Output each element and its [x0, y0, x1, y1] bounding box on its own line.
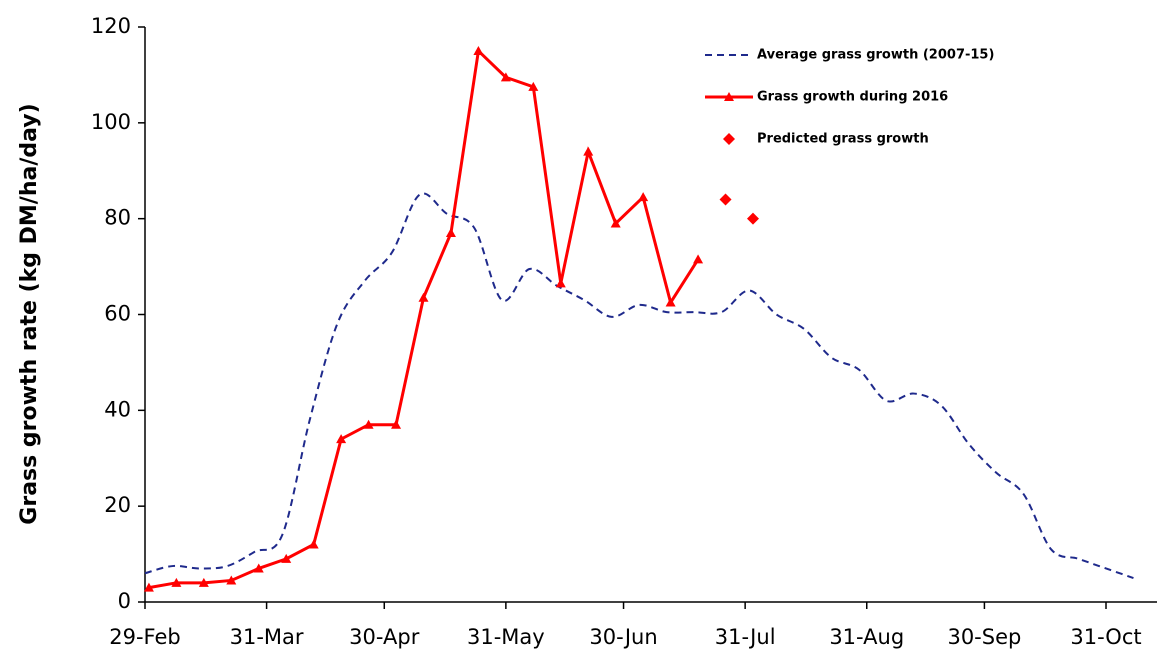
data-point	[610, 218, 621, 228]
data-point	[746, 212, 759, 225]
x-tick-label: 30-Apr	[349, 625, 420, 649]
data-point	[171, 577, 182, 587]
data-point	[226, 575, 237, 585]
y-tick-label: 60	[104, 302, 131, 326]
data-point	[198, 577, 209, 587]
y-tick-label: 20	[104, 493, 131, 517]
legend-label: Predicted grass growth	[757, 132, 929, 147]
data-point	[445, 228, 456, 238]
x-tick-label: 31-May	[467, 625, 545, 649]
data-point	[500, 72, 511, 82]
series-line	[148, 47, 700, 590]
data-point	[473, 45, 484, 55]
data-point	[143, 582, 154, 592]
legend-marker	[724, 92, 734, 101]
x-tick-label: 31-Aug	[829, 625, 904, 649]
data-point	[281, 553, 292, 563]
data-point	[555, 278, 566, 288]
data-point	[719, 193, 732, 206]
data-point	[391, 419, 402, 429]
x-tick-label: 31-Mar	[230, 625, 304, 649]
data-point	[583, 146, 594, 156]
y-tick-label: 80	[104, 206, 131, 230]
x-tick-label: 30-Jun	[589, 625, 657, 649]
data-point	[665, 297, 676, 307]
series-line	[144, 192, 1134, 579]
y-tick-label: 40	[104, 397, 131, 421]
x-tick-label: 31-Oct	[1070, 625, 1141, 649]
data-point	[253, 563, 264, 573]
data-point	[418, 292, 429, 302]
data-point	[336, 434, 347, 444]
legend-marker	[723, 133, 735, 145]
y-tick-label: 100	[91, 110, 131, 134]
legend-label: Grass growth during 2016	[757, 90, 948, 105]
y-tick-label: 120	[91, 14, 131, 38]
data-point	[363, 419, 374, 429]
x-tick-label: 29-Feb	[109, 625, 180, 649]
legend-label: Average grass growth (2007-15)	[757, 48, 994, 63]
data-point	[528, 81, 539, 91]
data-point	[638, 192, 649, 202]
data-point	[308, 539, 319, 549]
y-tick-label: 0	[118, 589, 131, 613]
data-point	[693, 254, 704, 264]
x-tick-label: 31-Jul	[715, 625, 776, 649]
y-axis-title: Grass growth rate (kg DM/ha/day)	[17, 103, 42, 524]
x-tick-label: 30-Sep	[947, 625, 1021, 649]
